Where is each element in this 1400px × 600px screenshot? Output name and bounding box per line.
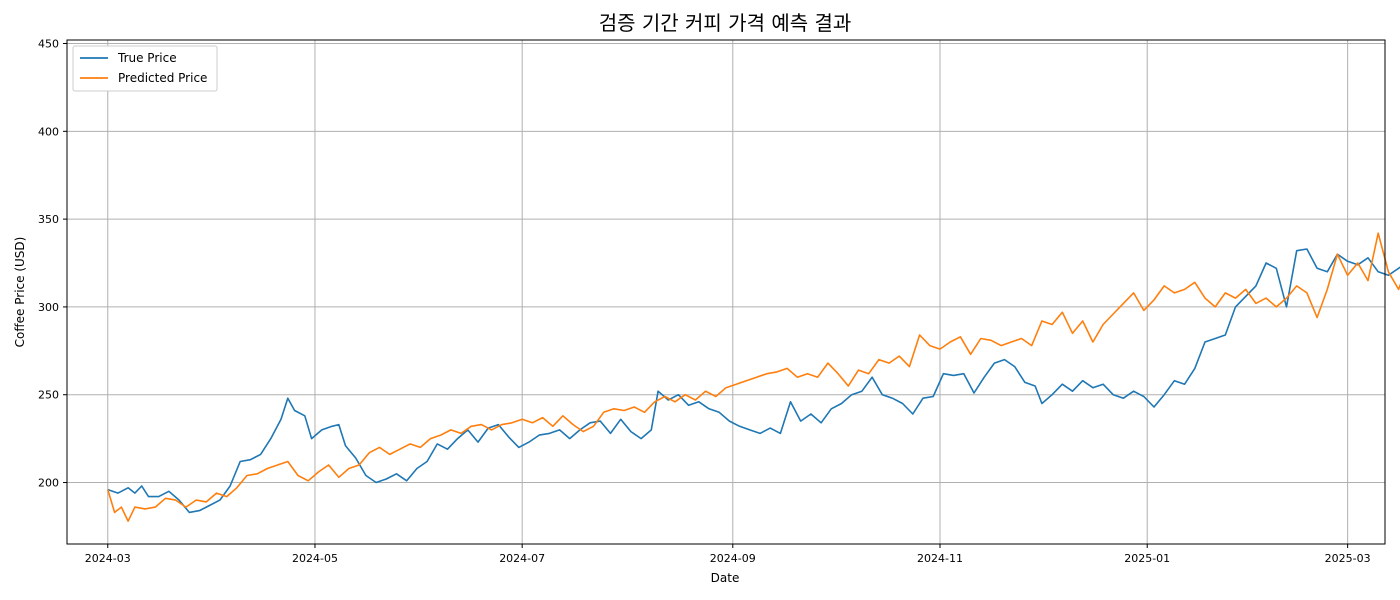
y-tick-label: 350 bbox=[38, 213, 59, 226]
x-tick-label: 2024-03 bbox=[85, 552, 131, 565]
legend-entry: True Price bbox=[117, 51, 177, 65]
y-tick-label: 300 bbox=[38, 301, 59, 314]
y-tick-label: 450 bbox=[38, 38, 59, 51]
x-tick-label: 2024-07 bbox=[499, 552, 545, 565]
y-tick-label: 400 bbox=[38, 125, 59, 138]
grid-lines bbox=[67, 40, 1385, 544]
legend-entry: Predicted Price bbox=[118, 71, 207, 85]
y-axis: 200 250 300 350 400 450 bbox=[38, 38, 67, 490]
x-axis-label: Date bbox=[711, 571, 740, 585]
series-line-true-price bbox=[107, 248, 1400, 514]
x-tick-label: 2024-05 bbox=[292, 552, 338, 565]
y-axis-label: Coffee Price (USD) bbox=[13, 237, 27, 348]
y-tick-label: 200 bbox=[38, 477, 59, 490]
y-tick-label: 250 bbox=[38, 389, 59, 402]
x-tick-label: 2024-09 bbox=[710, 552, 756, 565]
plot-frame bbox=[66, 39, 1386, 545]
series-line-predicted-price bbox=[107, 232, 1400, 523]
legend: True Price Predicted Price bbox=[72, 45, 218, 92]
x-tick-label: 2025-03 bbox=[1325, 552, 1371, 565]
x-tick-label: 2024-11 bbox=[917, 552, 963, 565]
chart-title: 검증 기간 커피 가격 예측 결과 bbox=[599, 11, 852, 35]
x-tick-label: 2025-01 bbox=[1124, 552, 1170, 565]
legend-box bbox=[72, 45, 218, 92]
x-axis: 2024-03 2024-05 2024-07 2024-09 2024-11 2025-… bbox=[85, 544, 1371, 565]
series-lines bbox=[107, 232, 1400, 523]
